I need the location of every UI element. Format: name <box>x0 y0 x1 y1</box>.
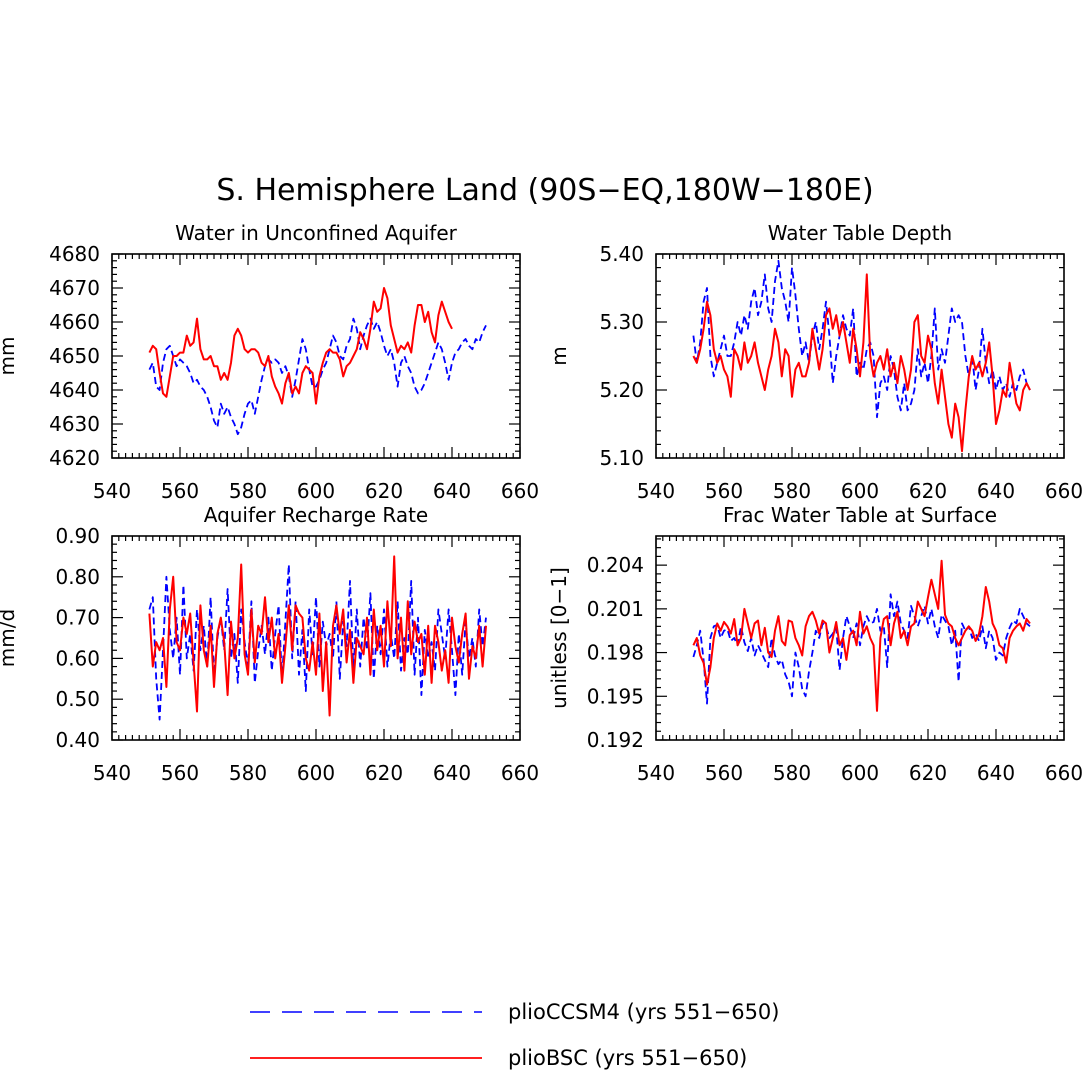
y-tick-label: 4640 <box>49 378 100 402</box>
y-tick-label: 4670 <box>49 276 100 300</box>
x-tick-label: 660 <box>1045 479 1083 503</box>
x-tick-label: 560 <box>161 761 199 785</box>
x-tick-label: 600 <box>297 479 335 503</box>
y-tick-label: 0.40 <box>55 728 100 752</box>
x-tick-label: 660 <box>501 479 539 503</box>
y-axis-label: unitless [0−1] <box>547 567 571 709</box>
y-tick-label: 5.40 <box>599 242 644 266</box>
x-tick-label: 640 <box>977 479 1015 503</box>
x-tick-label: 580 <box>229 479 267 503</box>
series-line-plioccsm4 <box>692 593 1031 705</box>
x-tick-label: 560 <box>705 479 743 503</box>
y-tick-label: 0.204 <box>587 553 644 577</box>
x-tick-label: 560 <box>161 479 199 503</box>
y-axis-label: mm/d <box>0 609 19 667</box>
y-tick-label: 5.20 <box>599 378 644 402</box>
x-tick-label: 540 <box>93 761 131 785</box>
x-tick-label: 600 <box>297 761 335 785</box>
x-tick-label: 540 <box>93 479 131 503</box>
panel-title: Water in Unconfined Aquifer <box>175 221 458 245</box>
y-tick-label: 4680 <box>49 242 100 266</box>
panel-water-in-unconfined-aquifer: Water in Unconfined Aquifer 540 560 580 600 6… <box>0 221 539 503</box>
legend: plioCCSM4 (yrs 551−650) plioBSC (yrs 551… <box>250 1000 779 1070</box>
x-tick-label: 540 <box>637 761 675 785</box>
panel-title: Frac Water Table at Surface <box>723 503 997 527</box>
y-tick-label: 0.198 <box>587 641 644 665</box>
figure-title: S. Hemisphere Land (90S−EQ,180W−180E) <box>216 173 873 208</box>
x-tick-label: 660 <box>501 761 539 785</box>
x-tick-label: 600 <box>841 479 879 503</box>
series-line-pliobsc <box>148 287 453 405</box>
x-tick-label: 580 <box>773 761 811 785</box>
series-line-pliobsc <box>692 273 1031 453</box>
y-tick-label: 0.80 <box>55 565 100 589</box>
y-tick-label: 5.30 <box>599 310 644 334</box>
y-tick-label: 4620 <box>49 446 100 470</box>
series-line-pliobsc <box>148 555 487 717</box>
panel-title: Water Table Depth <box>768 221 952 245</box>
y-axis-label: mm <box>0 337 19 376</box>
panel-title: Aquifer Recharge Rate <box>204 503 429 527</box>
x-tick-label: 640 <box>433 479 471 503</box>
y-tick-label: 0.60 <box>55 646 100 670</box>
x-tick-label: 620 <box>909 479 947 503</box>
y-axis-label: m <box>547 346 571 365</box>
legend-label-pliobsc: plioBSC (yrs 551−650) <box>508 1046 747 1070</box>
x-tick-label: 620 <box>365 479 403 503</box>
series-line-pliobsc <box>692 559 1031 712</box>
x-tick-label: 600 <box>841 761 879 785</box>
panel-water-table-depth: Water Table Depth 540 560 580 600 620 640 660 5.… <box>547 221 1083 503</box>
panel-frac-water-table-at-surface: Frac Water Table at Surface 540 560 580 600 6… <box>547 503 1083 785</box>
y-tick-label: 0.90 <box>55 524 100 548</box>
x-tick-label: 620 <box>365 761 403 785</box>
x-tick-label: 640 <box>433 761 471 785</box>
x-tick-label: 660 <box>1045 761 1083 785</box>
panel-aquifer-recharge-rate: Aquifer Recharge Rate 540 560 580 600 620 640 6… <box>0 503 539 785</box>
x-tick-label: 620 <box>909 761 947 785</box>
x-tick-label: 540 <box>637 479 675 503</box>
x-tick-label: 640 <box>977 761 1015 785</box>
y-tick-label: 0.192 <box>587 728 644 752</box>
x-tick-label: 580 <box>773 479 811 503</box>
y-tick-label: 0.70 <box>55 606 100 630</box>
y-tick-label: 0.201 <box>587 597 644 621</box>
y-tick-label: 0.50 <box>55 687 100 711</box>
y-tick-label: 4660 <box>49 310 100 334</box>
x-tick-label: 560 <box>705 761 743 785</box>
legend-label-pliocccsm4: plioCCSM4 (yrs 551−650) <box>508 1000 779 1024</box>
y-tick-label: 5.10 <box>599 446 644 470</box>
y-tick-label: 4630 <box>49 412 100 436</box>
y-tick-label: 4650 <box>49 344 100 368</box>
y-tick-label: 0.195 <box>587 684 644 708</box>
x-tick-label: 580 <box>229 761 267 785</box>
